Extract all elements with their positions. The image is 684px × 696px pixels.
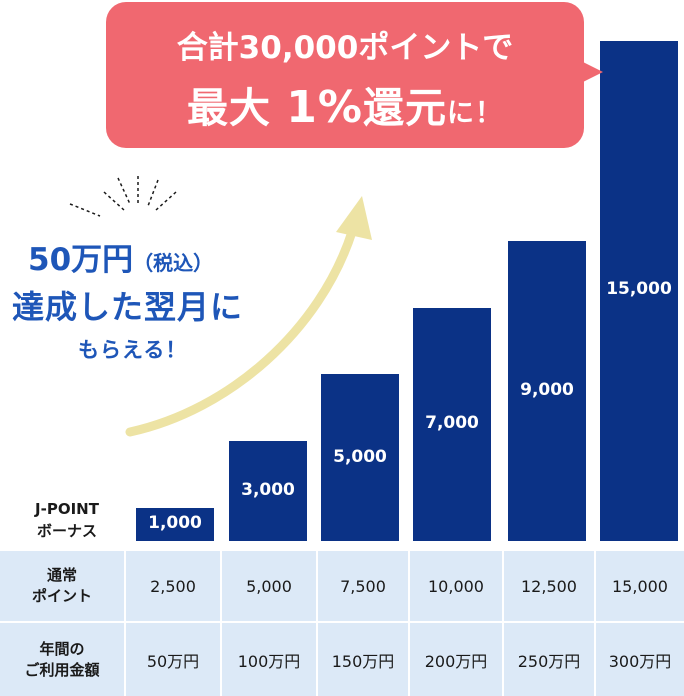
growth-arrow-icon [125, 227, 357, 437]
bubble-return: 還元 [362, 84, 447, 132]
bar-value-label: 1,000 [148, 513, 202, 534]
promo-timing: 達成した翌月に [12, 288, 244, 326]
bar-1: 1,000 [136, 507, 214, 541]
bubble-suffix: に！ [446, 98, 503, 129]
table-cell: 250万円 [517, 651, 581, 671]
bubble-max: 最大 [187, 84, 287, 132]
speech-bubble: 合計30,000ポイントで 最大 1%還元に！ [106, 2, 584, 148]
bar-6: 15,000 [600, 41, 678, 541]
promo-amount: 50万円（税込） [28, 234, 213, 279]
bar-value-label: 5,000 [333, 446, 387, 467]
row-header-line: 通常 [46, 566, 77, 584]
column-divider [502, 551, 504, 696]
sparkle-icon [69, 176, 177, 217]
bar-2: 3,000 [229, 441, 307, 541]
row-divider [0, 621, 684, 623]
promo-receive: もらえる！ [78, 338, 188, 362]
column-divider [408, 551, 410, 696]
y-axis-label-line2: ボーナス [36, 522, 97, 540]
table-cell: 50万円 [146, 651, 200, 671]
column-divider [220, 551, 222, 696]
points-table: 通常 ポイント 年間の ご利用金額 2,500 5,000 7,500 10,0… [0, 551, 684, 696]
bubble-percent: 1% [286, 82, 363, 133]
bar-value-label: 15,000 [606, 279, 672, 299]
bonus-bar-chart: 1,000 3,000 5,000 7,000 9,000 15,000 J-POINT … [8, 2, 678, 542]
table-cell: 100万円 [237, 651, 301, 671]
table-cell: 12,500 [521, 576, 577, 596]
table-cell: 15,000 [612, 576, 668, 596]
decoration-layer [69, 176, 372, 437]
table-row-header-normal: 通常 ポイント [0, 551, 124, 621]
column-divider [316, 551, 318, 696]
bar-value-label: 3,000 [241, 480, 295, 500]
speech-bubble-tail [583, 62, 603, 82]
row-header-line: 年間の [39, 639, 85, 658]
row-header-line: ポイント [31, 587, 92, 605]
bar-3: 5,000 [321, 374, 399, 541]
column-divider [594, 551, 596, 696]
table-cell: 300万円 [608, 651, 672, 671]
bubble-headline: 合計30,000ポイントで [176, 30, 514, 66]
bar-value-label: 9,000 [520, 380, 574, 400]
bubble-highlight: 最大 1%還元に！ [106, 74, 584, 134]
promo-amount-main: 50万円 [28, 242, 134, 278]
row-header-line: ご利用金額 [24, 660, 100, 679]
table-cell: 10,000 [428, 576, 484, 596]
bar-5: 9,000 [508, 241, 586, 541]
table-cell: 200万円 [424, 651, 488, 671]
table-cell: 150万円 [331, 651, 395, 671]
promo-tax-note: （税込） [133, 251, 214, 275]
column-divider [124, 551, 126, 696]
y-axis-label-line1: J-POINT [35, 500, 99, 518]
y-axis-label: J-POINT ボーナス [8, 498, 126, 542]
table-cell: 7,500 [340, 576, 386, 596]
table-row-header-annual: 年間の ご利用金額 [0, 623, 124, 696]
table-cell: 5,000 [246, 576, 292, 596]
bar-value-label: 7,000 [425, 413, 479, 434]
bar-4: 7,000 [413, 307, 491, 541]
table-cell: 2,500 [150, 576, 196, 596]
growth-arrow-head-icon [336, 196, 372, 240]
